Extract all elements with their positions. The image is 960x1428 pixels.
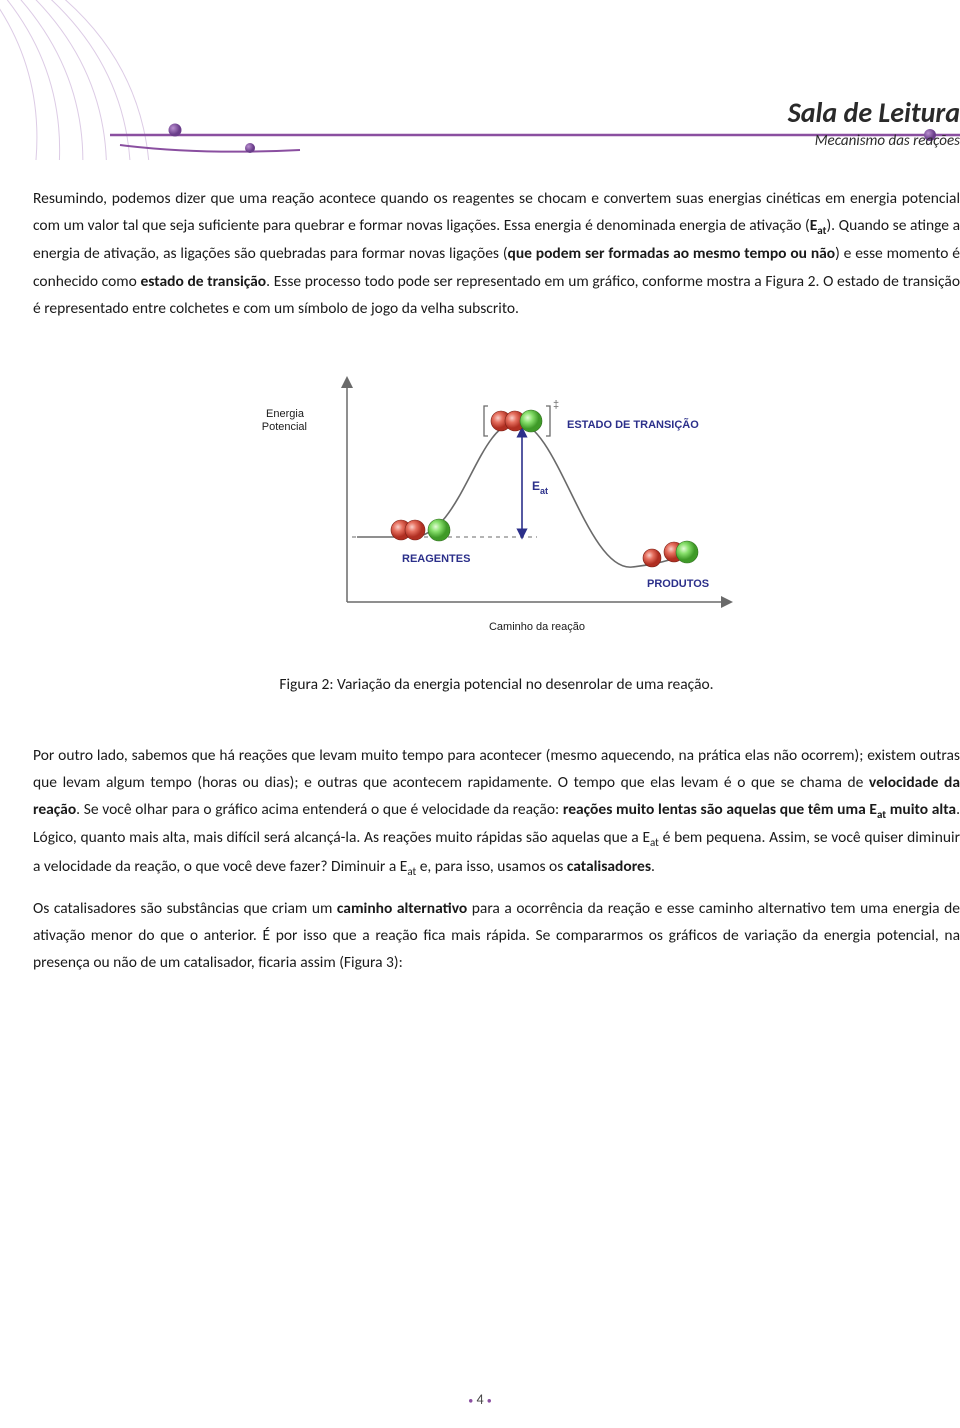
header: Sala de Leitura Mecanismo das reações (788, 95, 960, 150)
y-axis-label: Energia Potencial (261, 408, 306, 433)
product-molecules (643, 541, 698, 567)
page-subtitle: Mecanismo das reações (788, 132, 960, 150)
eat-label: Eat (532, 479, 548, 496)
transition-label: ESTADO DE TRANSIÇÃO (567, 418, 699, 431)
svg-text:‡: ‡ (553, 399, 559, 411)
footer-dot-left: • (468, 1394, 473, 1407)
x-axis-label: Caminho da reação (488, 621, 584, 633)
paragraph-3: Os catalisadores são substâncias que cri… (33, 895, 960, 976)
transition-state: ‡ (484, 399, 559, 436)
main-content: Resumindo, podemos dizer que uma reação … (33, 185, 960, 991)
reagent-molecules (391, 519, 450, 541)
page-number: • 4 • (0, 1391, 960, 1408)
energy-diagram: Energia Potencial Eat ‡ (33, 362, 960, 694)
paragraph-1: Resumindo, podemos dizer que uma reação … (33, 185, 960, 322)
paragraph-2: Por outro lado, sabemos que há reações q… (33, 742, 960, 881)
page-title: Sala de Leitura (788, 95, 960, 130)
footer-dot-right: • (487, 1394, 492, 1407)
products-label: PRODUTOS (647, 578, 709, 590)
figure-caption: Figura 2: Variação da energia potencial … (33, 675, 960, 694)
reaction-curve (357, 422, 697, 567)
reagents-label: REAGENTES (402, 553, 470, 565)
